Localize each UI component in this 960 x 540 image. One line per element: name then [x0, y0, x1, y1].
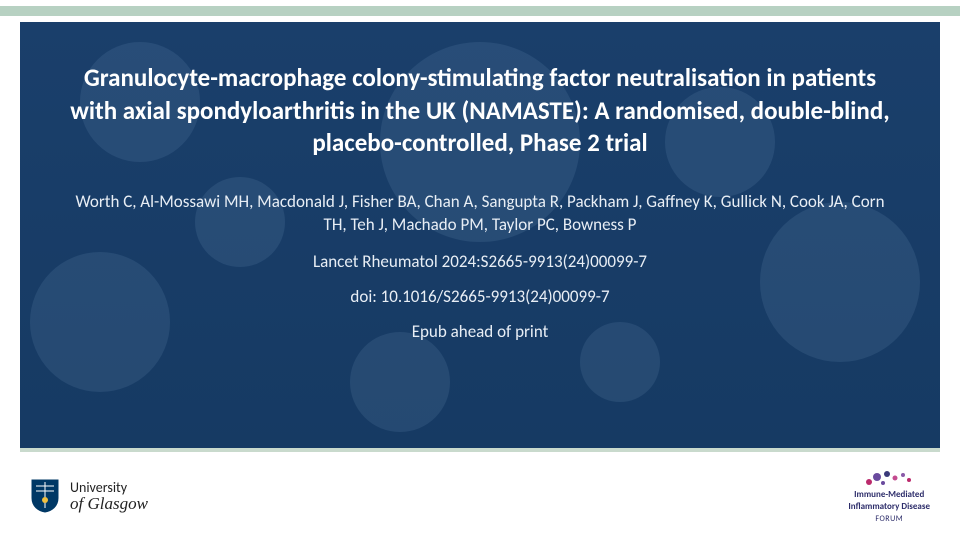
- imid-forum-logo: Immune-Mediated Inflammatory Disease FOR…: [848, 468, 930, 524]
- university-logo-line1: University: [70, 481, 148, 495]
- dots-icon: [859, 468, 919, 488]
- top-accent-bar: [0, 6, 960, 16]
- authors-list: Worth C, Al-Mossawi MH, Macdonald J, Fis…: [70, 190, 890, 238]
- imid-logo-line3: FORUM: [875, 514, 903, 524]
- university-of-glasgow-logo: University of Glasgow: [30, 478, 148, 514]
- title-panel: Granulocyte-macrophage colony-stimulatin…: [20, 22, 940, 452]
- footer: University of Glasgow Immune-Mediated In…: [0, 452, 960, 540]
- university-logo-line2: of Glasgow: [70, 495, 148, 512]
- paper-title: Granulocyte-macrophage colony-stimulatin…: [70, 62, 890, 160]
- shield-icon: [30, 478, 60, 514]
- imid-logo-line1: Immune-Mediated: [854, 490, 924, 500]
- slide: Granulocyte-macrophage colony-stimulatin…: [0, 0, 960, 540]
- publication-status: Epub ahead of print: [412, 321, 549, 342]
- university-logo-text: University of Glasgow: [70, 481, 148, 512]
- journal-citation: Lancet Rheumatol 2024:S2665-9913(24)0009…: [313, 251, 647, 272]
- imid-logo-line2: Inflammatory Disease: [848, 502, 930, 512]
- doi-line: doi: 10.1016/S2665-9913(24)00099-7: [350, 286, 609, 307]
